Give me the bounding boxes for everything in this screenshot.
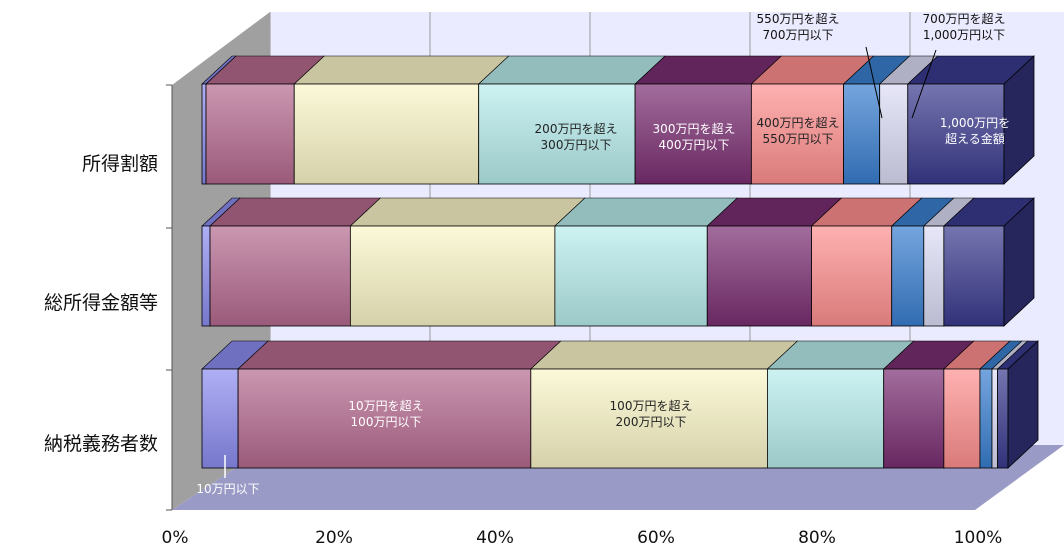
- segment-label-10-100: 10万円を超え 100万円以下: [348, 398, 423, 429]
- bar-segment: [766, 340, 915, 469]
- category-label-shotokuwari: 所得割額: [82, 153, 158, 175]
- bar-segment: [882, 340, 975, 469]
- bar-segment: [205, 55, 325, 185]
- segment-label-400-550: 400万円を超え 550万円以下: [757, 115, 840, 146]
- bar-segment: [237, 340, 562, 469]
- bar-segment: [349, 197, 586, 327]
- leader-line-550-700: [865, 46, 883, 119]
- x-axis-ticks: 0% 20% 40% 60% 80% 100%: [162, 528, 1003, 548]
- bar-end-face: [1003, 55, 1035, 185]
- leader-line-700-1000: [911, 49, 937, 119]
- bar-segment: [634, 55, 783, 185]
- segment-labels: 200万円を超え 300万円以下 300万円を超え 400万円以下 400万円を超え 55…: [196, 11, 1010, 496]
- x-tick-60: 60%: [637, 528, 675, 548]
- segment-label-550-700: 550万円を超え 700万円以下: [757, 11, 840, 42]
- bar-segment: [554, 197, 739, 327]
- bar-segment: [842, 55, 911, 185]
- x-tick-80: 80%: [798, 528, 836, 548]
- x-tick-40: 40%: [476, 528, 514, 548]
- segment-label-700-1000: 700万円を超え 1,000万円以下: [923, 11, 1006, 42]
- bar-segment: [878, 55, 939, 185]
- x-tick-100: 100%: [954, 528, 1003, 548]
- x-tick-0: 0%: [162, 528, 189, 548]
- category-label-soshotoku: 総所得金額等: [44, 292, 158, 314]
- bar-segment: [477, 55, 666, 185]
- bar-segment: [906, 55, 1035, 185]
- bar-end-face: [1007, 340, 1039, 469]
- bar-segment: [943, 340, 1011, 469]
- segment-label-300-400: 300万円を超え 400万円以下: [653, 121, 736, 152]
- bar-segment: [890, 197, 955, 327]
- bar-segment: [530, 340, 799, 469]
- x-tick-20: 20%: [315, 528, 353, 548]
- segment-label-100-200: 100万円を超え 200万円以下: [610, 398, 693, 429]
- bar-segment: [750, 55, 875, 185]
- bar-end-face: [1003, 197, 1035, 327]
- segment-label-200-300: 200万円を超え 300万円以下: [535, 121, 618, 152]
- segment-label-over-1000: 1,000万円を超える金額: [940, 116, 1010, 146]
- bar-segment: [293, 55, 510, 185]
- segment-label-under-10: 10万円以下: [196, 482, 259, 496]
- bar-segment: [706, 197, 843, 327]
- bar-segment: [201, 340, 269, 469]
- category-label-nozeigimusha: 納税義務者数: [44, 433, 158, 455]
- chart-bars: [201, 55, 1039, 469]
- bar-segment: [810, 197, 923, 327]
